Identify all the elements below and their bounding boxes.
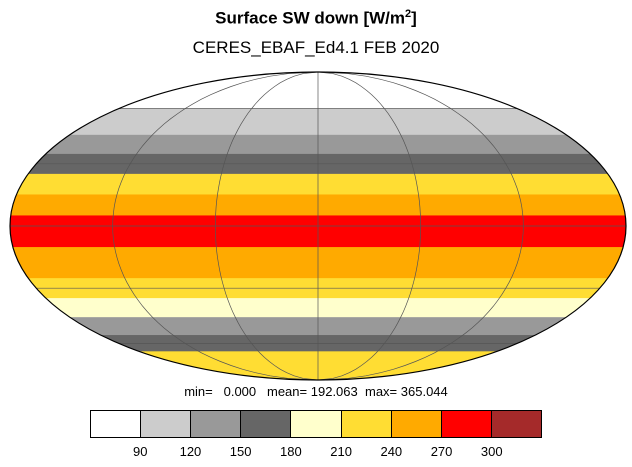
colorbar-cell bbox=[291, 411, 342, 437]
colorbar-label: 300 bbox=[480, 444, 503, 459]
sw-band-6 bbox=[10, 215, 626, 248]
sw-band-4 bbox=[10, 173, 626, 195]
map-subtitle: CERES_EBAF_Ed4.1 FEB 2020 bbox=[192, 38, 440, 57]
sw-band-12 bbox=[10, 351, 626, 380]
stat-max: 365.044 bbox=[400, 384, 448, 399]
stat-mean: 192.063 bbox=[310, 384, 358, 399]
colorbar-label: 270 bbox=[430, 444, 453, 459]
meridian-line bbox=[112, 72, 319, 380]
colorbar-cell bbox=[491, 411, 541, 437]
sw-band-0 bbox=[10, 72, 626, 110]
sw-band-5 bbox=[10, 194, 626, 216]
sw-band-9 bbox=[10, 298, 626, 318]
colorbar-cell bbox=[191, 411, 242, 437]
colorbar-cell bbox=[441, 411, 492, 437]
meridian-line bbox=[317, 72, 524, 380]
colorbar bbox=[90, 410, 542, 438]
sw-band-2 bbox=[10, 134, 626, 155]
colorbar-cell bbox=[241, 411, 292, 437]
colorbar-label: 120 bbox=[179, 444, 202, 459]
colorbar-cell bbox=[341, 411, 392, 437]
colorbar-cell bbox=[391, 411, 442, 437]
colorbar-label: 180 bbox=[280, 444, 302, 459]
colorbar-cell bbox=[141, 411, 192, 437]
stat-min: 0.000 bbox=[223, 384, 257, 399]
colorbar-label: 210 bbox=[330, 444, 352, 459]
meridian-line bbox=[214, 72, 319, 380]
stats-line: min= 0.000 mean= 192.063 max= 365.044 bbox=[184, 384, 448, 399]
sw-band-1 bbox=[10, 108, 626, 136]
map-border bbox=[9, 71, 627, 381]
colorbar-cell bbox=[91, 411, 142, 437]
sw-band-7 bbox=[10, 247, 626, 279]
colorbar-label: 90 bbox=[132, 444, 148, 459]
meridian-line bbox=[317, 72, 422, 380]
colorbar-label: 240 bbox=[380, 444, 403, 459]
map-title: Surface SW down [W/m2] bbox=[215, 8, 417, 28]
colorbar-label: 150 bbox=[229, 444, 252, 459]
